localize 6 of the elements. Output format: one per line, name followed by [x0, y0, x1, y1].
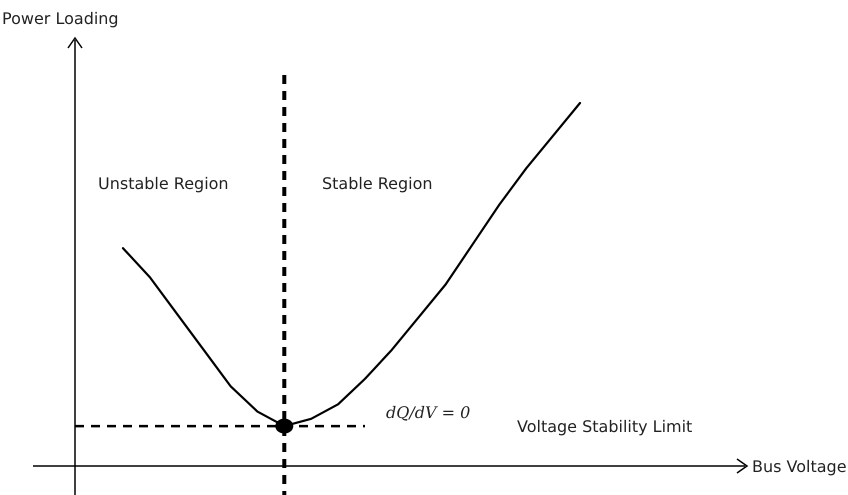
annotation: dQ/dV = 0: [386, 403, 470, 422]
text: Bus Voltage: [752, 457, 847, 476]
annotation: Unstable Region: [98, 174, 229, 193]
y-axis-title: Power Loading: [2, 9, 119, 28]
annotation: Stable Region: [322, 174, 433, 193]
ref-line-label: Voltage Stability Limit: [517, 417, 692, 436]
